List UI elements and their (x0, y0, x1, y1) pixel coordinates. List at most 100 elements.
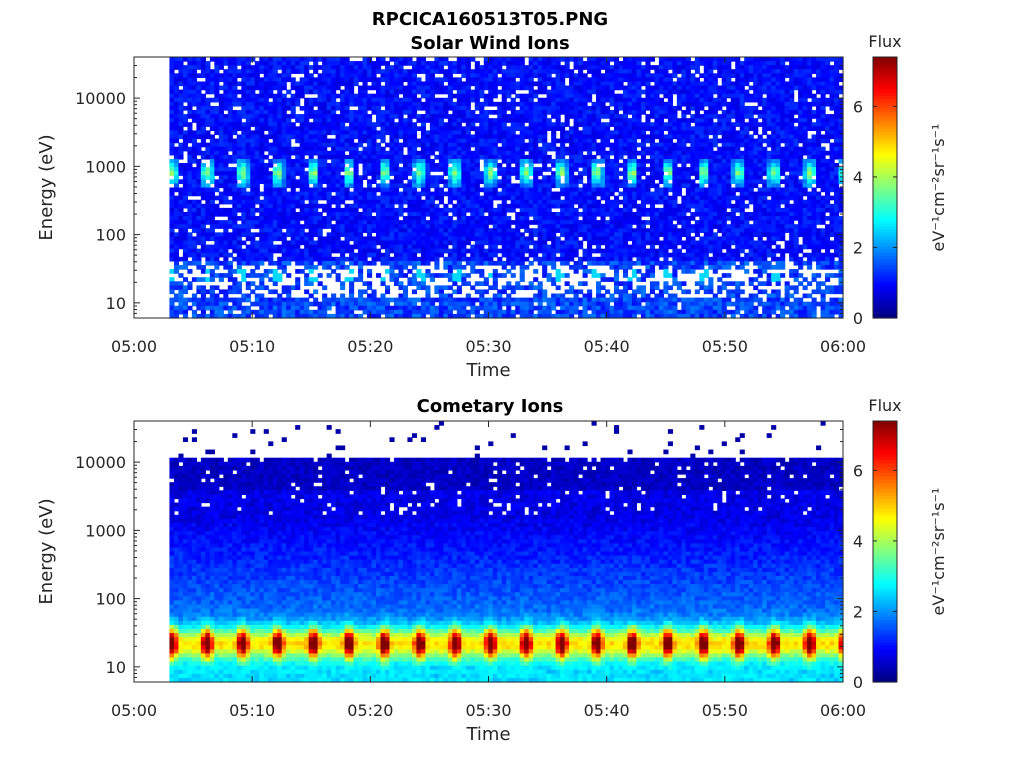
heatmap-cell (533, 65, 539, 70)
heatmap-cell (461, 264, 467, 270)
heatmap-cell (169, 138, 175, 144)
heatmap-cell (578, 122, 584, 127)
heatmap-cell (236, 61, 242, 66)
heatmap-cell (272, 305, 278, 311)
heatmap-cell (398, 77, 404, 83)
heatmap-cell (402, 244, 409, 250)
heatmap-cell (313, 220, 319, 225)
heatmap-cell (519, 154, 525, 160)
heatmap-cell (340, 293, 346, 299)
heatmap-cell (173, 154, 180, 160)
heatmap-cell (578, 97, 584, 103)
heatmap-cell (367, 203, 373, 209)
heatmap-cell (331, 110, 337, 115)
heatmap-cell (447, 195, 453, 201)
heatmap-cell (340, 228, 346, 233)
heatmap-cell (573, 146, 579, 152)
heatmap-cell (429, 69, 435, 74)
heatmap-cell (358, 195, 364, 201)
heatmap-cell (281, 305, 287, 311)
heatmap-cell (461, 199, 467, 205)
heatmap-cell (317, 167, 323, 172)
heatmap-cell (317, 73, 323, 78)
heatmap-cell (488, 220, 494, 225)
heatmap-cell (443, 297, 449, 303)
heatmap-cell (281, 309, 287, 315)
heatmap-cell (425, 191, 431, 197)
heatmap-cell (456, 81, 462, 87)
heatmap-cell (187, 61, 193, 66)
heatmap-cell (515, 191, 521, 197)
heatmap-cell (268, 277, 274, 282)
heatmap-cell (389, 313, 395, 319)
heatmap-cell (497, 65, 503, 70)
heatmap-cell (546, 305, 552, 311)
heatmap-cell (340, 260, 346, 266)
heatmap-cell (416, 199, 422, 205)
heatmap-cell (299, 158, 305, 164)
heatmap-cell (434, 228, 440, 233)
heatmap-cell (474, 220, 480, 225)
heatmap-cell (407, 232, 413, 238)
heatmap-cell (393, 273, 400, 278)
heatmap-cell (191, 297, 197, 303)
heatmap-cell (322, 301, 328, 307)
heatmap-cell (263, 175, 269, 180)
heatmap-cell (241, 134, 247, 140)
heatmap-cell (384, 220, 391, 225)
heatmap-cell (200, 167, 206, 172)
heatmap-cell (555, 114, 561, 119)
heatmap-cell (438, 150, 444, 156)
heatmap-cell (236, 216, 242, 221)
heatmap-cell (578, 203, 584, 209)
heatmap-cell (429, 65, 435, 70)
heatmap-cell (340, 101, 346, 107)
heatmap-cell (313, 297, 319, 303)
heatmap-cell (411, 289, 418, 295)
heatmap-cell (510, 167, 516, 172)
heatmap-cell (268, 211, 274, 217)
heatmap-cell (447, 224, 453, 229)
heatmap-cell (398, 240, 404, 246)
heatmap-cell (200, 126, 206, 132)
heatmap-cell (299, 130, 305, 136)
heatmap-cell (452, 110, 458, 115)
heatmap-cell (407, 150, 413, 156)
heatmap-cell (182, 187, 189, 193)
heatmap-cell (182, 199, 189, 205)
heatmap-cell (263, 73, 269, 78)
heatmap-cell (515, 126, 521, 132)
heatmap-cell (416, 260, 422, 266)
heatmap-cell (380, 211, 386, 217)
heatmap-cell (241, 73, 247, 78)
heatmap-cell (398, 199, 404, 205)
heatmap-cell (263, 126, 269, 132)
heatmap-cell (304, 244, 310, 250)
heatmap-cell (254, 69, 260, 74)
heatmap-cell (344, 224, 350, 229)
heatmap-cell (519, 73, 525, 78)
heatmap-cell (335, 183, 341, 189)
heatmap-cell (205, 216, 211, 221)
heatmap-cell (380, 195, 386, 201)
heatmap-cell (376, 93, 382, 99)
heatmap-cell (546, 216, 552, 221)
heatmap-cell (384, 81, 391, 87)
heatmap-cell (245, 89, 251, 95)
heatmap-cell (452, 77, 458, 83)
heatmap-cell (420, 244, 426, 250)
heatmap-cell (393, 130, 400, 136)
heatmap-cell (371, 77, 377, 83)
heatmap-cell (232, 277, 238, 282)
heatmap-cell (488, 228, 494, 233)
heatmap-cell (393, 297, 400, 303)
heatmap-cell (214, 142, 220, 148)
heatmap-cell (461, 232, 467, 238)
heatmap-cell (501, 85, 507, 91)
heatmap-cell (187, 240, 193, 246)
heatmap-cell (483, 313, 489, 319)
heatmap-cell (456, 77, 462, 83)
heatmap-cell (555, 203, 561, 209)
heatmap-cell (182, 65, 189, 70)
heatmap-cell (263, 134, 269, 140)
